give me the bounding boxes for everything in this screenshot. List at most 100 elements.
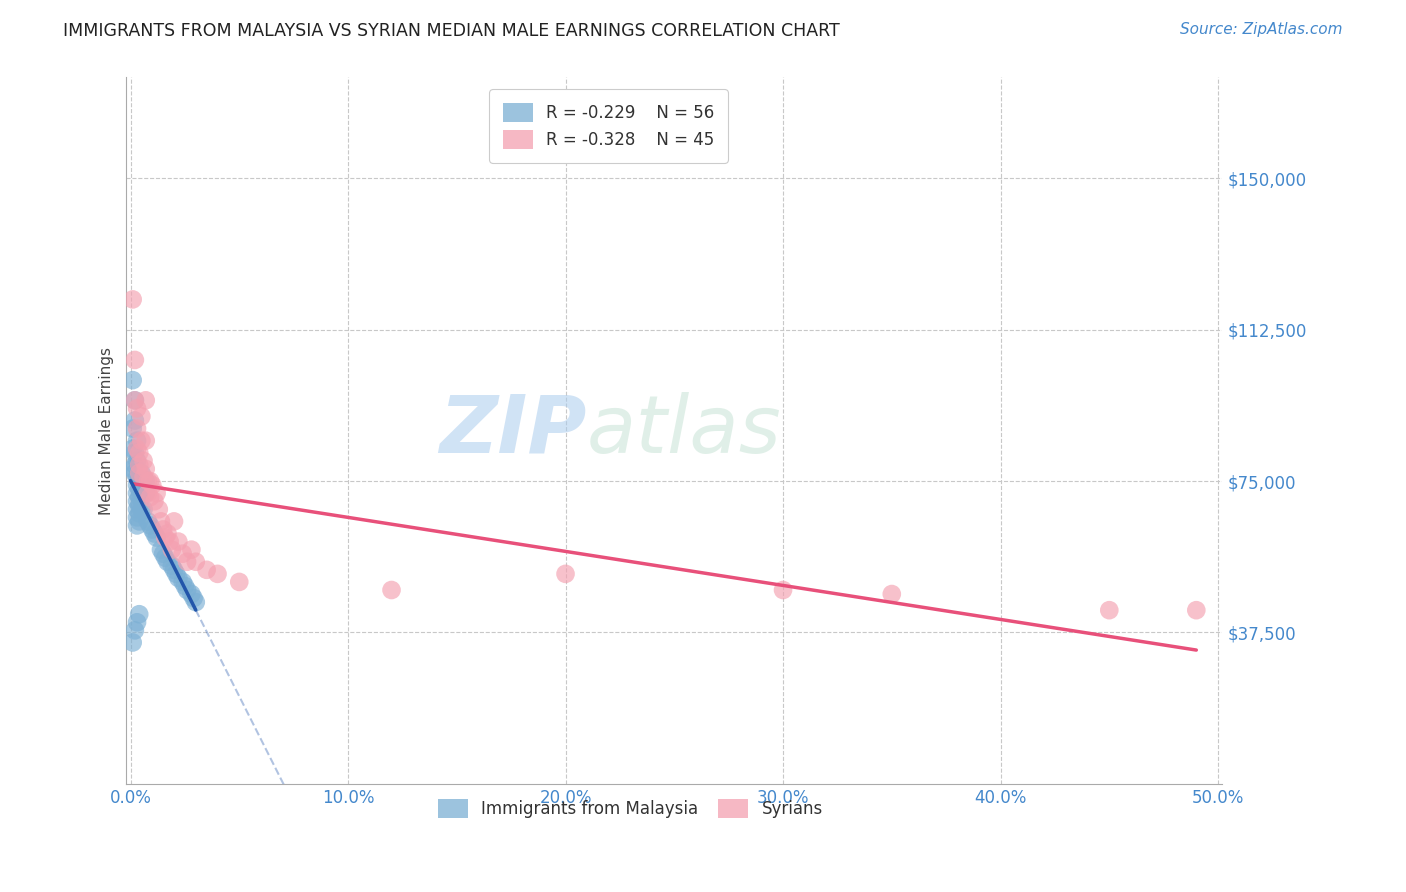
Point bbox=[174, 579, 197, 593]
Point bbox=[125, 510, 148, 524]
Point bbox=[125, 421, 148, 435]
Point bbox=[125, 478, 148, 492]
Point bbox=[124, 624, 146, 638]
Point bbox=[135, 393, 157, 408]
Point bbox=[125, 518, 148, 533]
Text: Source: ZipAtlas.com: Source: ZipAtlas.com bbox=[1180, 22, 1343, 37]
Point bbox=[141, 478, 163, 492]
Point bbox=[155, 531, 177, 545]
Point bbox=[128, 498, 150, 512]
Point bbox=[131, 490, 153, 504]
Point bbox=[131, 478, 153, 492]
Point bbox=[131, 466, 153, 480]
Point bbox=[159, 534, 181, 549]
Point bbox=[149, 542, 172, 557]
Point bbox=[124, 458, 146, 472]
Point bbox=[139, 490, 162, 504]
Point bbox=[132, 470, 155, 484]
Point bbox=[125, 615, 148, 630]
Point bbox=[135, 434, 157, 448]
Point bbox=[167, 571, 190, 585]
Point bbox=[125, 486, 148, 500]
Point bbox=[145, 486, 167, 500]
Point bbox=[132, 486, 155, 500]
Point bbox=[135, 474, 157, 488]
Point bbox=[195, 563, 218, 577]
Point bbox=[135, 486, 157, 500]
Point bbox=[128, 474, 150, 488]
Point bbox=[124, 466, 146, 480]
Point bbox=[183, 591, 205, 605]
Point bbox=[121, 293, 143, 307]
Point bbox=[163, 563, 186, 577]
Point bbox=[125, 502, 148, 516]
Point bbox=[135, 462, 157, 476]
Point bbox=[172, 547, 194, 561]
Point bbox=[128, 466, 150, 480]
Point bbox=[180, 542, 202, 557]
Point bbox=[149, 515, 172, 529]
Text: atlas: atlas bbox=[586, 392, 782, 469]
Text: IMMIGRANTS FROM MALAYSIA VS SYRIAN MEDIAN MALE EARNINGS CORRELATION CHART: IMMIGRANTS FROM MALAYSIA VS SYRIAN MEDIA… bbox=[63, 22, 839, 40]
Point bbox=[554, 566, 576, 581]
Point bbox=[184, 555, 207, 569]
Point bbox=[880, 587, 903, 601]
Point bbox=[136, 486, 159, 500]
Point bbox=[125, 470, 148, 484]
Point bbox=[139, 518, 162, 533]
Point bbox=[128, 490, 150, 504]
Point bbox=[167, 534, 190, 549]
Point bbox=[180, 587, 202, 601]
Point bbox=[148, 502, 170, 516]
Point bbox=[172, 574, 194, 589]
Point bbox=[143, 494, 166, 508]
Point bbox=[165, 566, 187, 581]
Point bbox=[160, 542, 183, 557]
Point bbox=[132, 474, 155, 488]
Point bbox=[128, 482, 150, 496]
Point bbox=[176, 582, 198, 597]
Point bbox=[128, 446, 150, 460]
Point bbox=[139, 474, 162, 488]
Point bbox=[176, 555, 198, 569]
Point bbox=[228, 574, 250, 589]
Point bbox=[152, 547, 174, 561]
Point bbox=[132, 502, 155, 516]
Point bbox=[125, 434, 148, 448]
Point bbox=[160, 558, 183, 573]
Point bbox=[124, 446, 146, 460]
Point bbox=[207, 566, 229, 581]
Point bbox=[131, 502, 153, 516]
Point bbox=[143, 526, 166, 541]
Point bbox=[125, 442, 148, 456]
Point bbox=[125, 494, 148, 508]
Point bbox=[121, 635, 143, 649]
Point bbox=[124, 393, 146, 408]
Point bbox=[131, 434, 153, 448]
Point bbox=[772, 582, 794, 597]
Point bbox=[121, 442, 143, 456]
Point bbox=[128, 607, 150, 622]
Point bbox=[128, 458, 150, 472]
Point bbox=[1185, 603, 1208, 617]
Point bbox=[156, 555, 179, 569]
Text: ZIP: ZIP bbox=[439, 392, 586, 469]
Point bbox=[128, 515, 150, 529]
Legend: Immigrants from Malaysia, Syrians: Immigrants from Malaysia, Syrians bbox=[432, 792, 830, 825]
Point bbox=[152, 523, 174, 537]
Point bbox=[125, 454, 148, 468]
Point bbox=[121, 421, 143, 435]
Point bbox=[184, 595, 207, 609]
Point bbox=[124, 413, 146, 427]
Point bbox=[124, 393, 146, 408]
Point bbox=[128, 506, 150, 520]
Y-axis label: Median Male Earnings: Median Male Earnings bbox=[100, 347, 114, 515]
Point bbox=[136, 515, 159, 529]
Point bbox=[125, 401, 148, 416]
Point bbox=[1098, 603, 1121, 617]
Point bbox=[155, 550, 177, 565]
Point bbox=[163, 515, 186, 529]
Point bbox=[121, 373, 143, 387]
Point bbox=[121, 462, 143, 476]
Point bbox=[136, 474, 159, 488]
